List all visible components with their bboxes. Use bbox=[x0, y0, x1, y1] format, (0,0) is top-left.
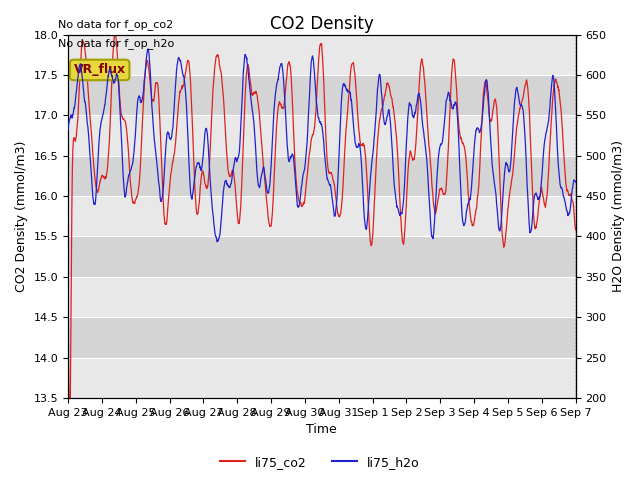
Bar bbox=[68, 237, 575, 277]
Bar bbox=[68, 317, 575, 358]
Title: CO2 Density: CO2 Density bbox=[270, 15, 374, 33]
Bar bbox=[68, 115, 575, 156]
Bar bbox=[68, 75, 575, 115]
Text: VR_flux: VR_flux bbox=[74, 63, 125, 76]
Bar bbox=[68, 35, 575, 75]
X-axis label: Time: Time bbox=[307, 423, 337, 436]
Legend: li75_co2, li75_h2o: li75_co2, li75_h2o bbox=[215, 451, 425, 474]
Bar bbox=[68, 196, 575, 237]
Text: No data for f_op_co2: No data for f_op_co2 bbox=[58, 19, 173, 30]
Bar bbox=[68, 156, 575, 196]
Bar bbox=[68, 277, 575, 317]
Bar bbox=[68, 358, 575, 398]
Text: No data for f_op_h2o: No data for f_op_h2o bbox=[58, 38, 174, 49]
Y-axis label: CO2 Density (mmol/m3): CO2 Density (mmol/m3) bbox=[15, 141, 28, 292]
Y-axis label: H2O Density (mmol/m3): H2O Density (mmol/m3) bbox=[612, 140, 625, 292]
